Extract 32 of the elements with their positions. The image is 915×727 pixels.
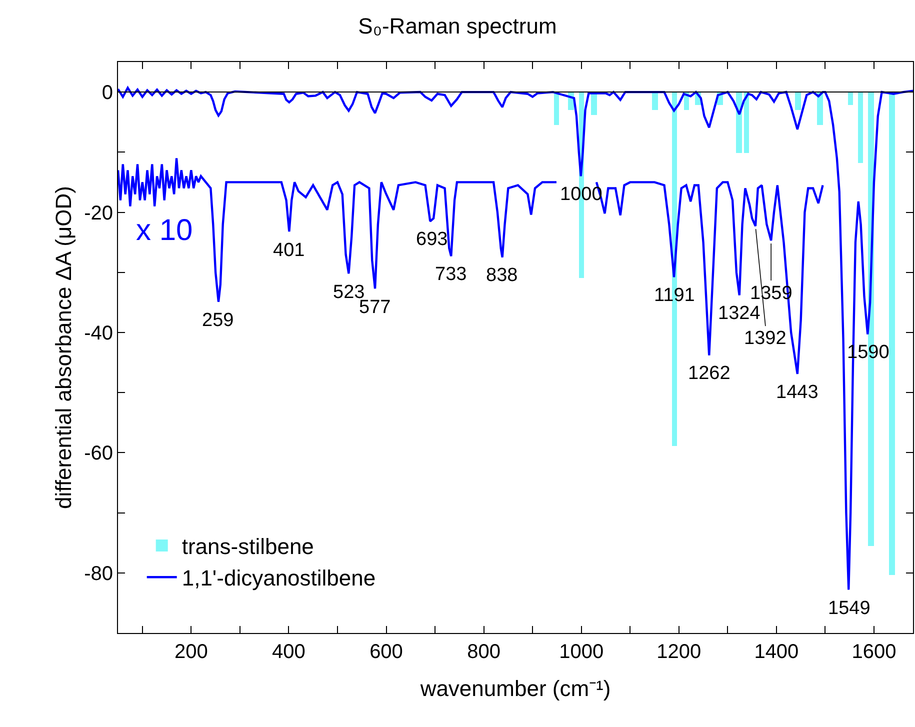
x-tick-label: 1000 bbox=[559, 641, 604, 663]
legend-label: 1,1'-dicyanostilbene bbox=[182, 566, 376, 591]
annotation: 733 bbox=[435, 264, 467, 285]
y-tick-label: 0 bbox=[102, 82, 113, 104]
y-tick-label: -60 bbox=[84, 442, 113, 465]
annotation: 259 bbox=[202, 310, 234, 331]
x-tick-label: 800 bbox=[467, 641, 500, 663]
x-tick-label: 1600 bbox=[852, 641, 896, 663]
annotation: 401 bbox=[273, 240, 305, 261]
annotation: 577 bbox=[359, 297, 391, 318]
x-axis-title: wavenumber (cm⁻¹) bbox=[419, 676, 611, 701]
x-tick-label: 400 bbox=[272, 641, 306, 663]
legend-label: trans-stilbene bbox=[182, 534, 314, 560]
x-tick-label: 1200 bbox=[656, 641, 702, 663]
line-series bbox=[118, 86, 913, 591]
y-tick-label: -80 bbox=[84, 562, 113, 585]
annotation: 1324 bbox=[718, 303, 761, 324]
x-tick-label: 600 bbox=[370, 641, 403, 663]
y-axis-title: differential absorbance ΔA (μOD) bbox=[50, 186, 76, 509]
annotation: 1443 bbox=[776, 382, 818, 403]
annotation: 838 bbox=[486, 265, 518, 286]
annotation: x 10 bbox=[136, 214, 193, 247]
y-tick-label: -20 bbox=[84, 202, 113, 224]
annotation: 1262 bbox=[688, 363, 730, 384]
chart-title: S₀-Raman spectrum bbox=[358, 14, 557, 39]
annotation: 1549 bbox=[828, 598, 870, 619]
annotation: 1392 bbox=[744, 328, 786, 349]
x-tick-label: 1400 bbox=[754, 641, 799, 663]
annotation: 1191 bbox=[654, 285, 695, 306]
y-tick-label: -40 bbox=[84, 322, 113, 344]
annotation: 693 bbox=[416, 229, 448, 250]
x-tick-label: 200 bbox=[174, 641, 208, 663]
